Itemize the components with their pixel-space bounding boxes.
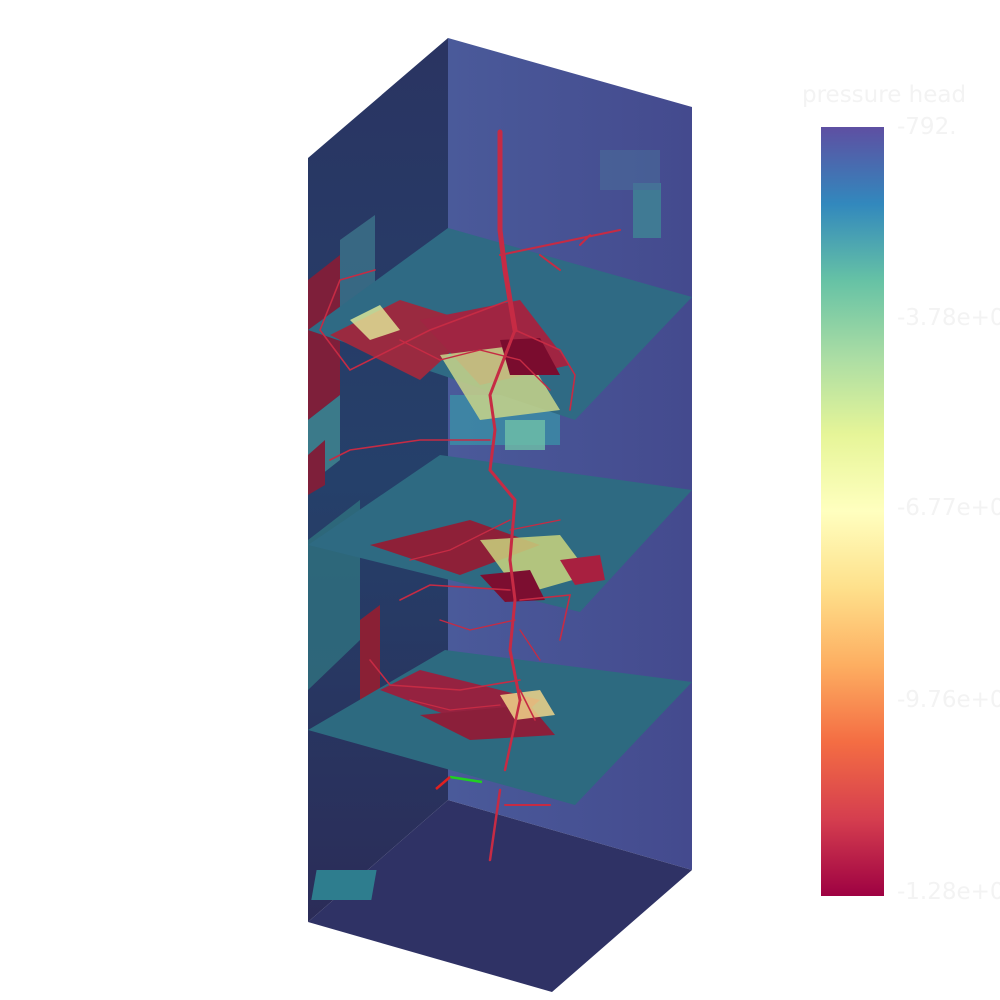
orientation-axes xyxy=(435,775,483,790)
colorbar-max-label: -792. xyxy=(897,114,957,140)
colorbar-tick-label: -6.77e+0 xyxy=(897,495,1000,521)
slice-1 xyxy=(308,228,692,420)
colorbar-title: pressure head xyxy=(802,82,967,108)
root-system xyxy=(319,129,621,862)
colorbar xyxy=(821,127,884,896)
slice-2 xyxy=(308,455,692,612)
colorbar-tick-label: -3.78e+0 xyxy=(897,305,1000,331)
colorbar-min-label: -1.28e+0 xyxy=(897,879,1000,905)
bottom-floor xyxy=(308,800,692,992)
colorbar-tick-label: -9.76e+0 xyxy=(897,687,1000,713)
slice-3 xyxy=(308,650,692,805)
